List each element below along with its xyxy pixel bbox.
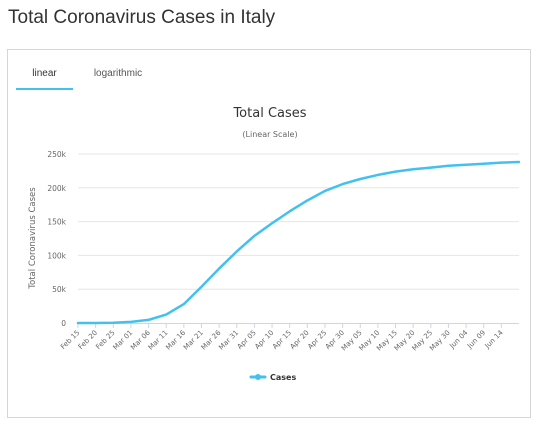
tab-linear[interactable]: linear: [16, 61, 73, 90]
tab-logarithmic[interactable]: logarithmic: [93, 68, 143, 79]
series-cases: [76, 160, 521, 325]
y-axis-ticks: 0 50k 100k 150k 200k 250k: [47, 150, 66, 328]
legend-swatch-marker: [255, 374, 261, 380]
y-tick-label: 50k: [52, 285, 67, 294]
grid-lines: [78, 153, 519, 290]
y-tick-label: 250k: [47, 150, 66, 159]
line-chart: Total Cases (Linear Scale) Total Coronav…: [28, 106, 521, 382]
x-tick-label: Jun 04: [448, 328, 470, 350]
x-tick-label: Mar 31: [217, 329, 240, 352]
legend[interactable]: Cases: [249, 373, 296, 382]
series-line-cases: [76, 160, 521, 325]
page-title: Total Coronavirus Cases in Italy: [8, 7, 276, 28]
y-axis-label: Total Coronavirus Cases: [28, 187, 38, 290]
chart-panel: linear logarithmic Total Cases (Linear S…: [7, 49, 531, 418]
x-tick-label: Jun 09: [465, 329, 487, 351]
y-tick-label: 0: [61, 319, 66, 328]
legend-item-cases[interactable]: Cases: [270, 373, 296, 382]
chart-subtitle: (Linear Scale): [242, 130, 297, 139]
y-tick-label: 100k: [47, 251, 66, 260]
x-tick-label: Jun 14: [483, 328, 505, 350]
chart-title: Total Cases: [232, 106, 306, 121]
y-tick-label: 200k: [47, 184, 66, 193]
y-tick-label: 150k: [47, 218, 66, 227]
